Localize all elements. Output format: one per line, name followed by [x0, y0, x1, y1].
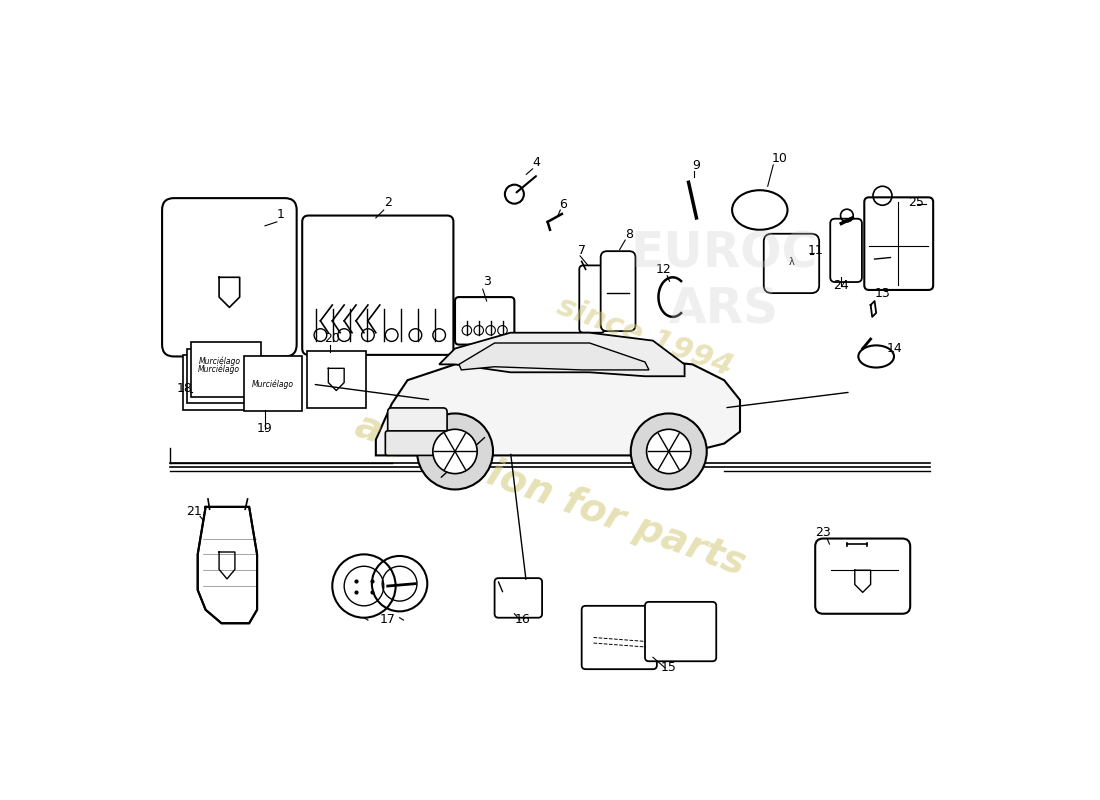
- FancyBboxPatch shape: [187, 349, 257, 403]
- FancyBboxPatch shape: [601, 251, 636, 331]
- Text: 12: 12: [656, 263, 671, 276]
- FancyBboxPatch shape: [162, 198, 297, 357]
- Text: since 1994: since 1994: [553, 291, 737, 382]
- Text: Murciélago: Murciélago: [198, 365, 240, 374]
- Text: 16: 16: [515, 614, 530, 626]
- Text: Murciélago: Murciélago: [199, 356, 241, 366]
- FancyBboxPatch shape: [582, 606, 657, 669]
- Text: 23: 23: [815, 526, 830, 539]
- FancyBboxPatch shape: [495, 578, 542, 618]
- Polygon shape: [376, 357, 740, 455]
- Circle shape: [630, 414, 707, 490]
- Text: EUROC
ARS: EUROC ARS: [630, 230, 817, 333]
- Text: 11: 11: [808, 243, 824, 257]
- Text: 8: 8: [625, 228, 634, 241]
- Text: 19: 19: [257, 422, 273, 434]
- Text: 3: 3: [483, 275, 491, 288]
- Text: λ: λ: [789, 258, 794, 267]
- Text: 24: 24: [834, 279, 849, 292]
- FancyBboxPatch shape: [815, 538, 910, 614]
- Text: 25: 25: [909, 196, 924, 209]
- Text: 18: 18: [176, 382, 192, 395]
- FancyBboxPatch shape: [243, 357, 302, 411]
- FancyBboxPatch shape: [763, 234, 820, 293]
- Polygon shape: [439, 333, 684, 376]
- Polygon shape: [198, 507, 257, 623]
- Text: 21: 21: [186, 505, 201, 518]
- Text: 15: 15: [661, 661, 676, 674]
- Text: 7: 7: [578, 243, 585, 257]
- Text: a passion for parts: a passion for parts: [350, 406, 750, 583]
- Text: 6: 6: [560, 198, 568, 211]
- FancyBboxPatch shape: [830, 218, 862, 282]
- Text: 2: 2: [384, 196, 392, 209]
- Circle shape: [417, 414, 493, 490]
- Polygon shape: [459, 343, 649, 370]
- FancyBboxPatch shape: [580, 266, 605, 333]
- Text: 1: 1: [277, 208, 285, 221]
- Text: 17: 17: [379, 614, 396, 626]
- Text: 14: 14: [887, 342, 902, 355]
- FancyBboxPatch shape: [183, 355, 253, 410]
- FancyBboxPatch shape: [307, 351, 365, 408]
- FancyBboxPatch shape: [865, 198, 933, 290]
- Text: 4: 4: [532, 157, 540, 170]
- FancyBboxPatch shape: [455, 297, 515, 345]
- Text: Murciélago: Murciélago: [252, 379, 294, 389]
- FancyBboxPatch shape: [385, 431, 453, 455]
- Circle shape: [432, 430, 477, 474]
- FancyBboxPatch shape: [387, 408, 447, 439]
- Text: 10: 10: [771, 153, 788, 166]
- Text: 9: 9: [693, 159, 701, 172]
- Text: 20: 20: [324, 332, 340, 346]
- FancyBboxPatch shape: [302, 215, 453, 355]
- FancyBboxPatch shape: [645, 602, 716, 662]
- FancyBboxPatch shape: [190, 342, 261, 397]
- Text: 13: 13: [874, 287, 890, 300]
- Circle shape: [647, 430, 691, 474]
